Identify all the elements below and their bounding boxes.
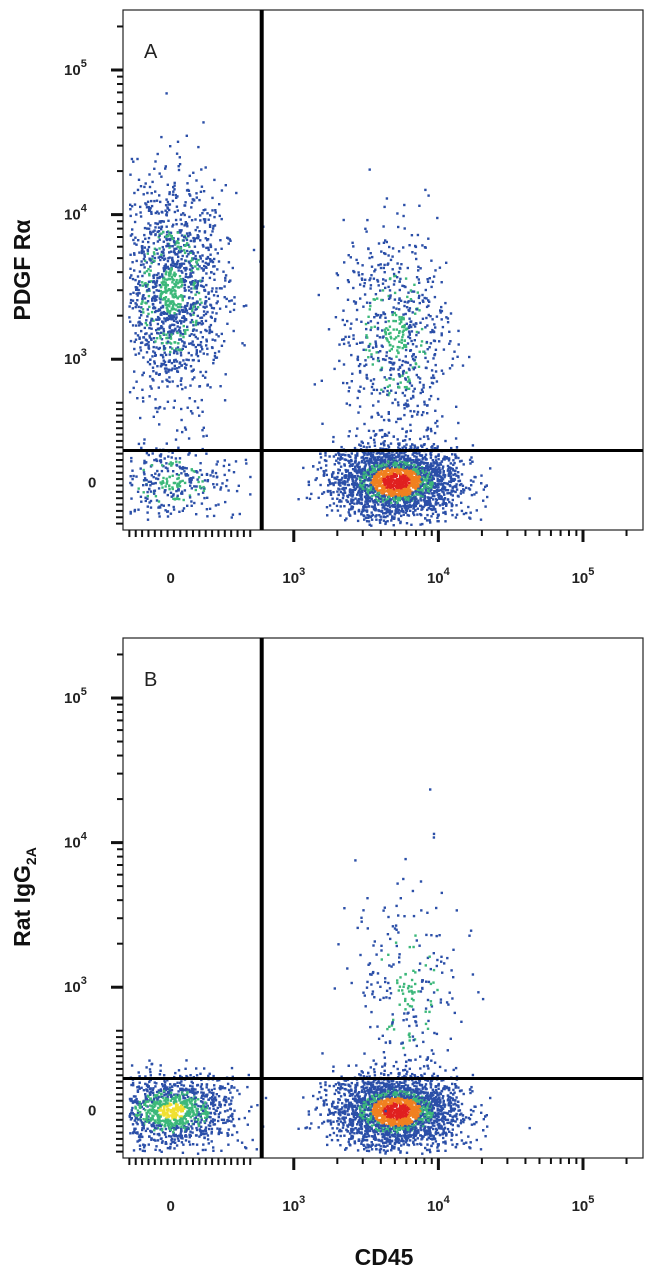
y-tick-label: 0 bbox=[88, 1102, 96, 1119]
panel-letter: B bbox=[144, 669, 157, 691]
event-dots bbox=[128, 92, 531, 527]
y-tick-label: 104 bbox=[64, 831, 88, 852]
x-tick-label: 0 bbox=[167, 570, 175, 587]
y-tick-label: 103 bbox=[64, 975, 87, 996]
x-tick-label: 103 bbox=[282, 566, 305, 587]
y-axis-title: PDGF Rα bbox=[9, 219, 35, 320]
y-tick-label: 0 bbox=[88, 474, 96, 491]
panel-letter: A bbox=[144, 41, 158, 63]
y-tick-label: 103 bbox=[64, 347, 87, 368]
plot-frame bbox=[122, 637, 644, 1159]
axis-ticks bbox=[111, 653, 628, 1170]
y-axis-title: Rat IgG2A bbox=[9, 847, 39, 947]
axis-ticks bbox=[111, 25, 628, 542]
x-tick-label: 104 bbox=[427, 566, 451, 587]
panel-b: 0 103 104 105 0 103 104 105 B Rat IgG2A bbox=[9, 637, 644, 1215]
event-dots bbox=[128, 788, 531, 1155]
x-axis-title: CD45 bbox=[355, 1244, 414, 1270]
y-tick-label: 104 bbox=[64, 203, 88, 224]
x-tick-label: 103 bbox=[282, 1194, 305, 1215]
y-tick-label: 105 bbox=[64, 686, 87, 707]
panel-a: 0 103 104 105 0 103 104 105 A PDGF Rα bbox=[9, 9, 644, 587]
x-tick-label: 0 bbox=[167, 1198, 175, 1215]
y-tick-label: 105 bbox=[64, 58, 87, 79]
x-tick-label: 105 bbox=[572, 1194, 595, 1215]
x-tick-label: 105 bbox=[572, 566, 595, 587]
x-tick-label: 104 bbox=[427, 1194, 451, 1215]
